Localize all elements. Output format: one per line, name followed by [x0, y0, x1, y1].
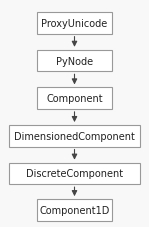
Text: Component: Component [46, 94, 103, 104]
FancyBboxPatch shape [37, 88, 112, 110]
Text: ProxyUnicode: ProxyUnicode [41, 19, 108, 29]
FancyBboxPatch shape [9, 125, 140, 147]
FancyBboxPatch shape [37, 199, 112, 221]
Text: PyNode: PyNode [56, 56, 93, 66]
Text: DiscreteComponent: DiscreteComponent [26, 169, 123, 179]
Text: Component1D: Component1D [39, 205, 110, 215]
FancyBboxPatch shape [9, 163, 140, 184]
Text: DimensionedComponent: DimensionedComponent [14, 131, 135, 141]
FancyBboxPatch shape [37, 13, 112, 35]
FancyBboxPatch shape [37, 50, 112, 72]
